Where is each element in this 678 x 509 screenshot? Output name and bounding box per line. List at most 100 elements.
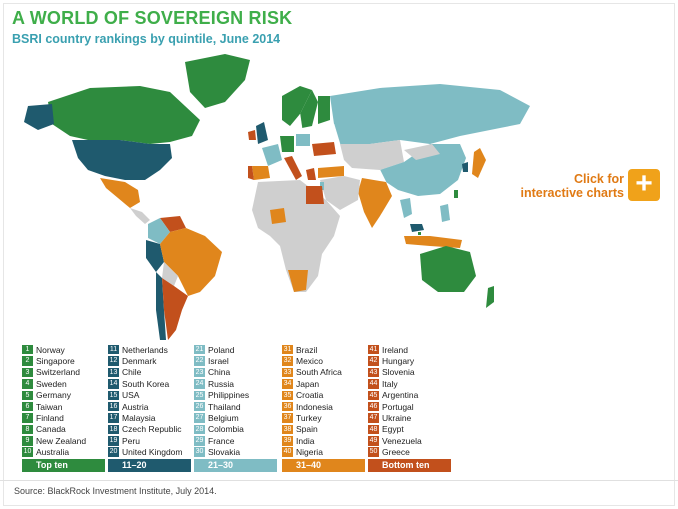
- country-label: Brazil: [296, 344, 318, 355]
- legend-row: 14 South Korea: [108, 378, 191, 389]
- country-label: Slovenia: [382, 367, 415, 378]
- map-region-bolivia: [162, 262, 178, 286]
- legend-row: 22 Israel: [194, 355, 277, 366]
- rank-badge: 50: [368, 447, 379, 457]
- map-region-canada: [48, 86, 200, 144]
- map-region-finland: [318, 96, 330, 124]
- rank-badge: 5: [22, 390, 33, 400]
- country-label: Poland: [208, 344, 235, 355]
- legend-row: 4 Sweden: [22, 378, 105, 389]
- map-region-greece: [306, 168, 316, 180]
- map-region-norway: [282, 86, 312, 126]
- interactive-charts-link[interactable]: Click for interactive charts: [508, 172, 624, 200]
- legend-row: 36 Indonesia: [282, 401, 365, 412]
- map-region-russia: [330, 84, 530, 144]
- legend-row: 25 Philippines: [194, 390, 277, 401]
- legend-column: 21 Poland 22 Israel 23 China 24 Russia 25 Philipp…: [194, 344, 277, 472]
- legend-row: 10 Australia: [22, 447, 105, 458]
- country-label: Argentina: [382, 390, 419, 401]
- legend-row: 12 Denmark: [108, 355, 191, 366]
- country-label: Finland: [36, 413, 64, 424]
- rank-badge: 30: [194, 447, 205, 457]
- map-region-usa: [72, 140, 172, 180]
- country-label: Belgium: [208, 413, 239, 424]
- country-label: Russia: [208, 378, 234, 389]
- legend-row: 7 Finland: [22, 412, 105, 423]
- country-label: Venezuela: [382, 435, 422, 446]
- rank-badge: 33: [282, 367, 293, 378]
- country-label: Greece: [382, 447, 410, 458]
- legend-row: 24 Russia: [194, 378, 277, 389]
- country-label: Australia: [36, 447, 70, 458]
- rank-badge: 25: [194, 390, 205, 400]
- rank-badge: 1: [22, 344, 33, 355]
- rank-badge: 39: [282, 436, 293, 446]
- rank-badge: 32: [282, 356, 293, 366]
- legend-row: 38 Spain: [282, 424, 365, 435]
- legend-row: 35 Croatia: [282, 390, 365, 401]
- quintile-footer: 21–30: [194, 458, 277, 472]
- rank-badge: 27: [194, 413, 205, 423]
- cta-line-2: interactive charts: [520, 186, 624, 200]
- map-region-japan: [472, 148, 486, 178]
- rank-badge: 48: [368, 424, 379, 435]
- legend-row: 46 Portugal: [368, 401, 451, 412]
- rank-badge: 41: [368, 344, 379, 355]
- map-region-australia: [420, 246, 476, 292]
- rank-badge: 11: [108, 344, 119, 355]
- legend-column: 31 Brazil 32 Mexico 33 South Africa 34 Japan 35 C…: [282, 344, 365, 472]
- map-region-taiwan: [454, 190, 458, 198]
- country-label: Hungary: [382, 356, 415, 367]
- country-label: Italy: [382, 378, 398, 389]
- map-region-ireland: [248, 130, 256, 140]
- map-region-mexico: [100, 178, 140, 208]
- rank-badge: 49: [368, 436, 379, 446]
- quintile-footer: Top ten: [22, 458, 105, 472]
- map-region-nigeria: [270, 208, 286, 224]
- rank-badge: 6: [22, 401, 33, 412]
- rank-badge: 21: [194, 344, 205, 355]
- legend-column: 41 Ireland 42 Hungary 43 Slovenia 44 Italy 45 Arg…: [368, 344, 451, 472]
- map-region-mongolia: [404, 144, 440, 160]
- rank-badge: 23: [194, 367, 205, 378]
- country-label: Spain: [296, 424, 318, 435]
- country-label: Switzerland: [36, 367, 80, 378]
- rank-badge: 19: [108, 436, 119, 446]
- legend-row: 13 Chile: [108, 367, 191, 378]
- country-label: New Zealand: [36, 435, 87, 446]
- plus-icon[interactable]: +: [628, 169, 660, 201]
- country-label: France: [208, 435, 235, 446]
- rank-badge: 17: [108, 413, 119, 423]
- rank-badge: 47: [368, 413, 379, 423]
- divider: [0, 480, 678, 481]
- rank-badge: 16: [108, 401, 119, 412]
- rank-badge: 8: [22, 424, 33, 435]
- country-label: Indonesia: [296, 401, 333, 412]
- rank-badge: 4: [22, 379, 33, 389]
- figure-frame: [3, 3, 675, 506]
- country-label: Canada: [36, 424, 66, 435]
- legend-row: 47 Ukraine: [368, 412, 451, 423]
- rank-badge: 7: [22, 413, 33, 423]
- legend-row: 3 Switzerland: [22, 367, 105, 378]
- map-region-south-korea: [462, 162, 468, 172]
- map-region-thailand: [400, 198, 412, 218]
- legend-row: 44 Italy: [368, 378, 451, 389]
- country-label: USA: [122, 390, 140, 401]
- map-region-singapore: [418, 232, 421, 235]
- map-region-greenland: [185, 54, 250, 108]
- country-label: Denmark: [122, 356, 157, 367]
- country-label: Sweden: [36, 378, 67, 389]
- rank-badge: 20: [108, 447, 119, 457]
- legend-row: 5 Germany: [22, 390, 105, 401]
- legend-row: 43 Slovenia: [368, 367, 451, 378]
- source-note: Source: BlackRock Investment Institute, …: [14, 486, 217, 496]
- world-map: [24, 54, 530, 340]
- map-region-colombia: [148, 218, 170, 244]
- country-label: China: [208, 367, 231, 378]
- map-region-egypt: [306, 186, 324, 204]
- legend-row: 23 China: [194, 367, 277, 378]
- legend-row: 18 Czech Republic: [108, 424, 191, 435]
- rank-badge: 45: [368, 390, 379, 400]
- rank-badge: 34: [282, 379, 293, 389]
